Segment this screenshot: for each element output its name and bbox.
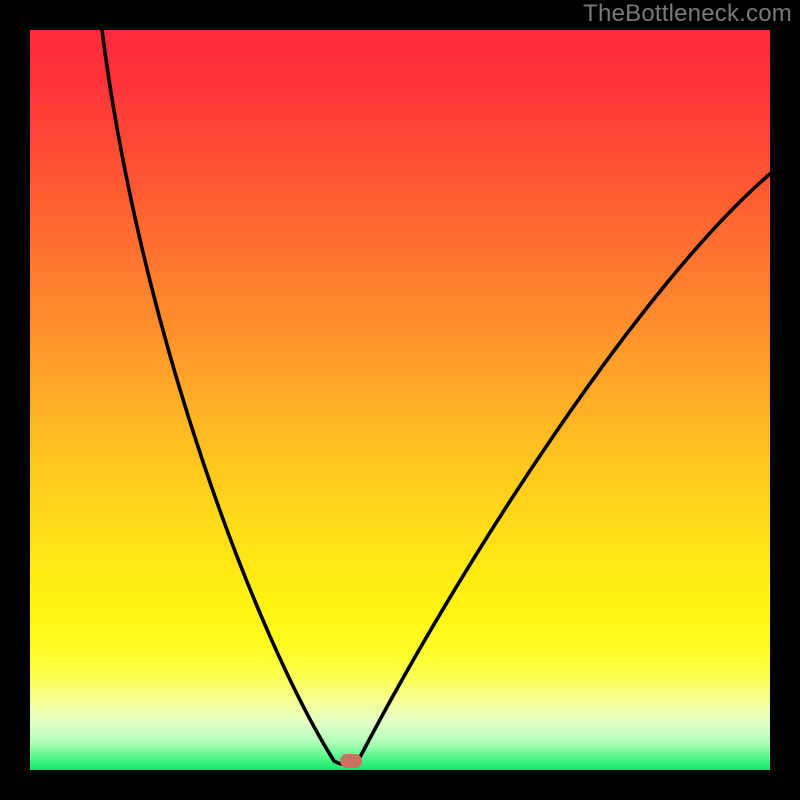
watermark-text: TheBottleneck.com — [583, 0, 792, 28]
valley-marker — [340, 754, 362, 768]
gradient-background — [30, 30, 770, 770]
canvas: TheBottleneck.com — [0, 0, 800, 800]
plot-area — [30, 30, 770, 770]
plot-svg — [30, 30, 770, 770]
